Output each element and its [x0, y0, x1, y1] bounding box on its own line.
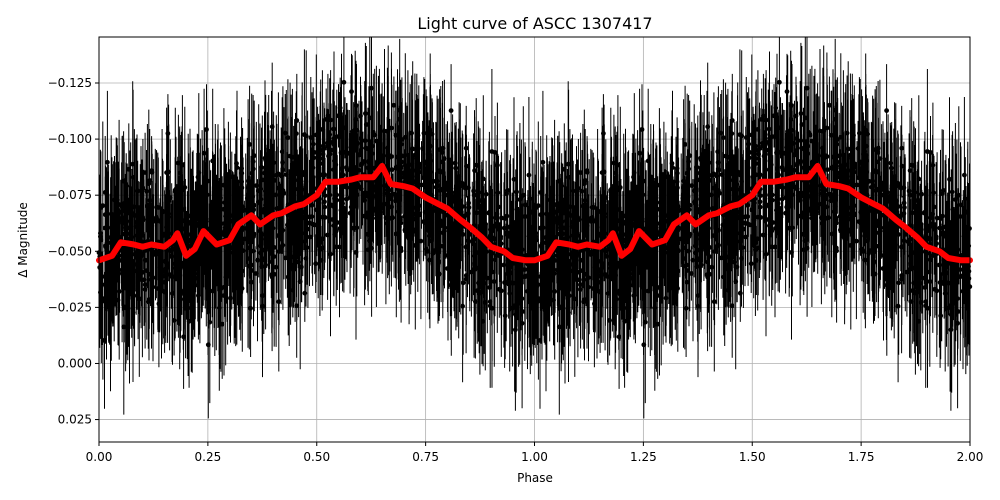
x-tick-label: 1.50 [739, 450, 766, 464]
y-tick-label: 0.000 [58, 356, 92, 370]
x-tick-label: 1.25 [630, 450, 657, 464]
y-tick-label: −0.125 [48, 76, 92, 90]
x-axis-ticks: 0.00 0.25 0.50 0.75 1.00 1.25 1.50 1.75 2.00 [86, 442, 984, 464]
x-tick-label: 0.75 [412, 450, 439, 464]
x-axis-label: Phase [517, 471, 553, 485]
x-tick-label: 1.00 [521, 450, 548, 464]
y-axis-ticks: −0.125 −0.100 −0.075 −0.050 −0.025 0.000 0.025 [48, 76, 99, 427]
y-tick-label: −0.100 [48, 132, 92, 146]
x-tick-label: 0.00 [86, 450, 113, 464]
x-tick-label: 2.00 [957, 450, 984, 464]
y-tick-label: −0.025 [48, 300, 92, 314]
y-axis-label: Δ Magnitude [16, 202, 30, 278]
x-tick-label: 1.75 [848, 450, 875, 464]
y-tick-label: −0.075 [48, 188, 92, 202]
y-tick-label: 0.025 [58, 413, 92, 427]
x-tick-label: 0.50 [303, 450, 330, 464]
x-tick-label: 0.25 [195, 450, 222, 464]
chart-title: Light curve of ASCC 1307417 [417, 14, 652, 33]
y-tick-label: −0.050 [48, 244, 92, 258]
binned-mean-curve [96, 163, 973, 264]
